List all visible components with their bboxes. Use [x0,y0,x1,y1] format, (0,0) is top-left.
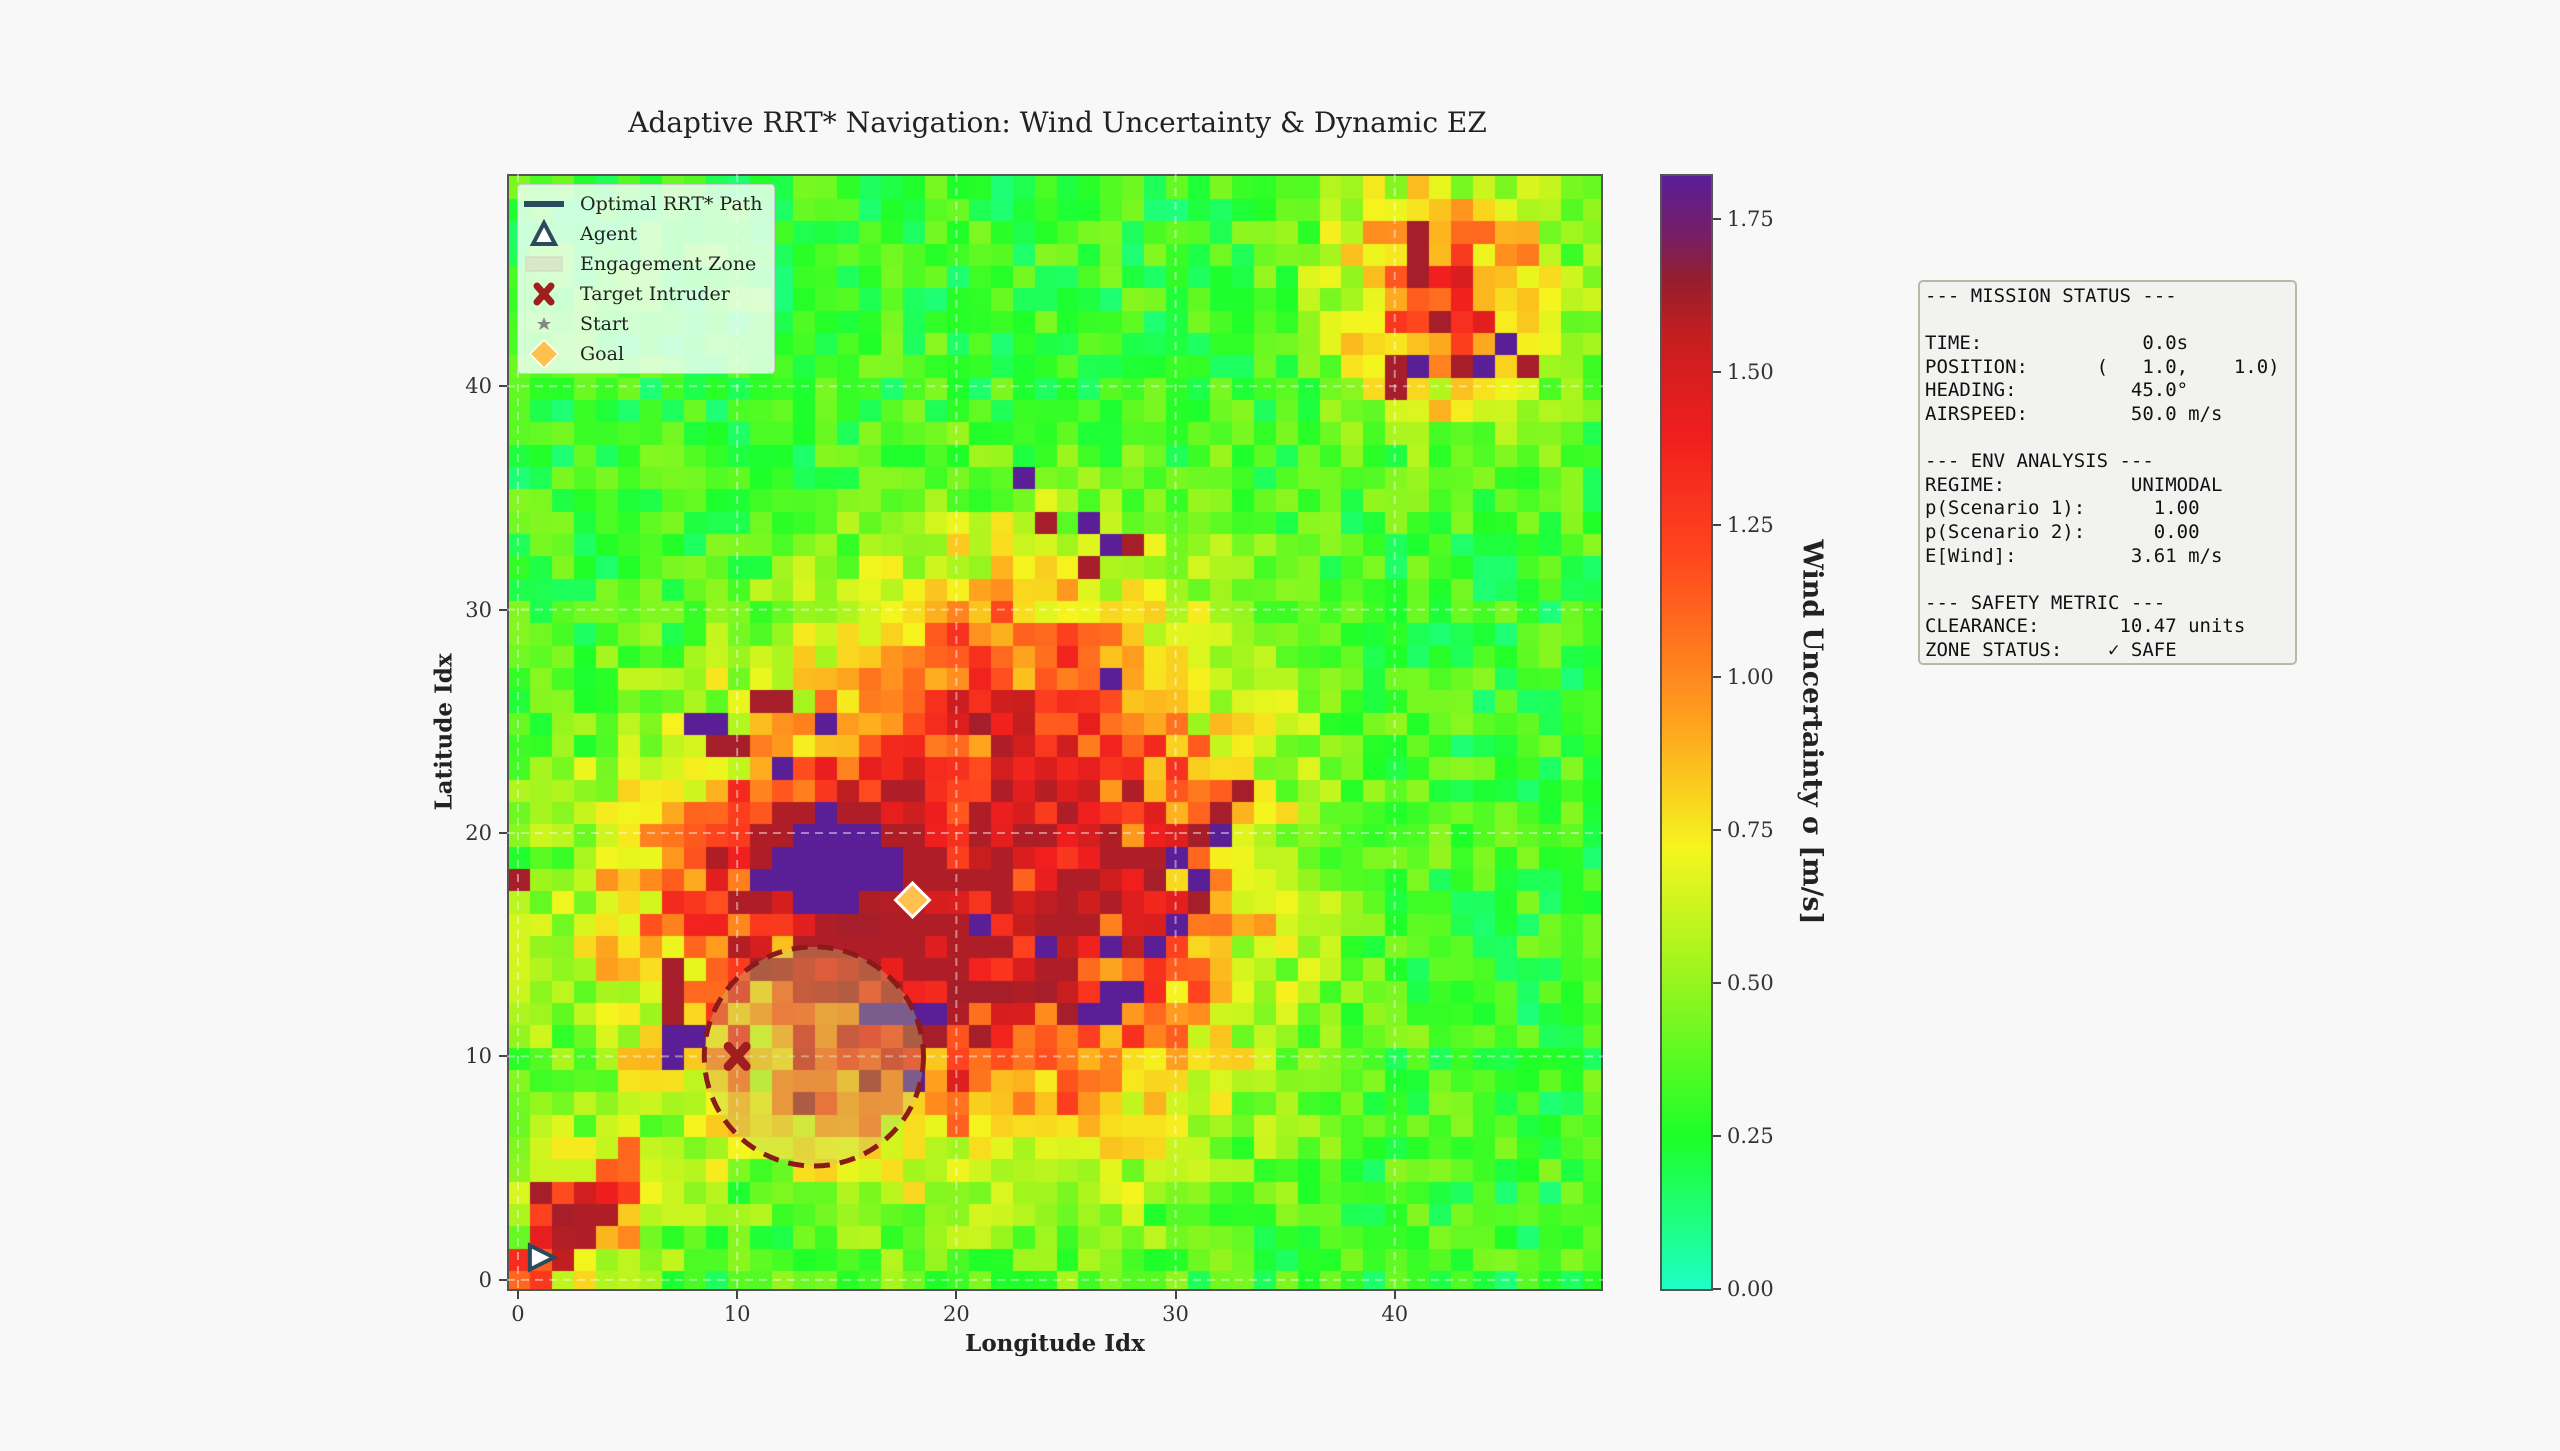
colorbar-tick-label: 1.25 [1727,512,1774,537]
colorbar-tick-mark [1713,676,1721,679]
colorbar-gradient [1662,176,1711,1289]
y-tick-mark [499,608,507,611]
x-tick-label: 40 [1381,1302,1409,1326]
colorbar-tick-label: 1.75 [1727,206,1774,231]
legend-item-engagement-zone: Engagement Zone [518,249,756,279]
x-tick-mark [1393,1291,1396,1299]
triangle-icon [529,218,559,246]
colorbar-label: Wind Uncertainty σ [m/s] [1796,539,1828,925]
legend-item-agent: Agent [518,218,637,249]
legend-item-path: Optimal RRT* Path [518,189,763,219]
star-icon [537,317,551,330]
colorbar-tick-mark [1713,523,1721,526]
y-tick-label: 0 [478,1267,492,1292]
colorbar-tick-label: 1.00 [1727,665,1774,690]
colorbar-tick-label: 0.75 [1727,818,1774,843]
colorbar-tick-label: 1.50 [1727,359,1774,384]
mission-status-panel: --- MISSION STATUS --- TIME: 0.0s POSITI… [1918,280,2297,665]
y-tick-mark [499,832,507,835]
colorbar-tick-mark [1713,829,1721,832]
colorbar-tick-mark [1713,1135,1721,1138]
y-tick-label: 10 [465,1044,492,1069]
zone-patch-icon [525,256,563,272]
y-tick-mark [499,1055,507,1058]
legend: Optimal RRT* Path Agent Engagement Zone … [517,184,775,374]
x-tick-mark [516,1291,519,1299]
y-tick-mark [499,385,507,388]
legend-item-goal: Goal [518,338,624,370]
colorbar-tick-mark [1713,982,1721,985]
y-tick-label: 20 [465,821,492,846]
y-axis-label: Latitude Idx [430,653,458,811]
colorbar-tick-label: 0.25 [1727,1124,1774,1149]
y-tick-label: 40 [465,374,492,399]
diamond-icon [528,338,560,370]
colorbar [1660,174,1713,1291]
x-tick-label: 0 [511,1302,525,1326]
legend-item-target: Target Intruder [518,279,730,309]
colorbar-tick-label: 0.00 [1727,1277,1774,1301]
legend-item-start: Start [518,309,629,339]
x-tick-label: 30 [1162,1302,1189,1326]
x-tick-mark [955,1291,958,1299]
y-tick-mark [499,1278,507,1281]
x-tick-label: 20 [942,1302,970,1326]
x-tick-mark [1174,1291,1177,1299]
colorbar-tick-mark [1713,1288,1721,1290]
path-line-icon [524,201,564,207]
x-tick-label: 10 [723,1302,751,1326]
colorbar-tick-label: 0.50 [1727,971,1774,996]
y-tick-label: 30 [465,597,492,622]
chart-title: Adaptive RRT* Navigation: Wind Uncertain… [628,106,1487,139]
x-cross-icon [533,282,555,306]
x-axis-label: Longitude Idx [965,1330,1145,1357]
x-tick-mark [736,1291,739,1299]
colorbar-tick-mark [1713,370,1721,373]
colorbar-tick-mark [1713,217,1721,220]
